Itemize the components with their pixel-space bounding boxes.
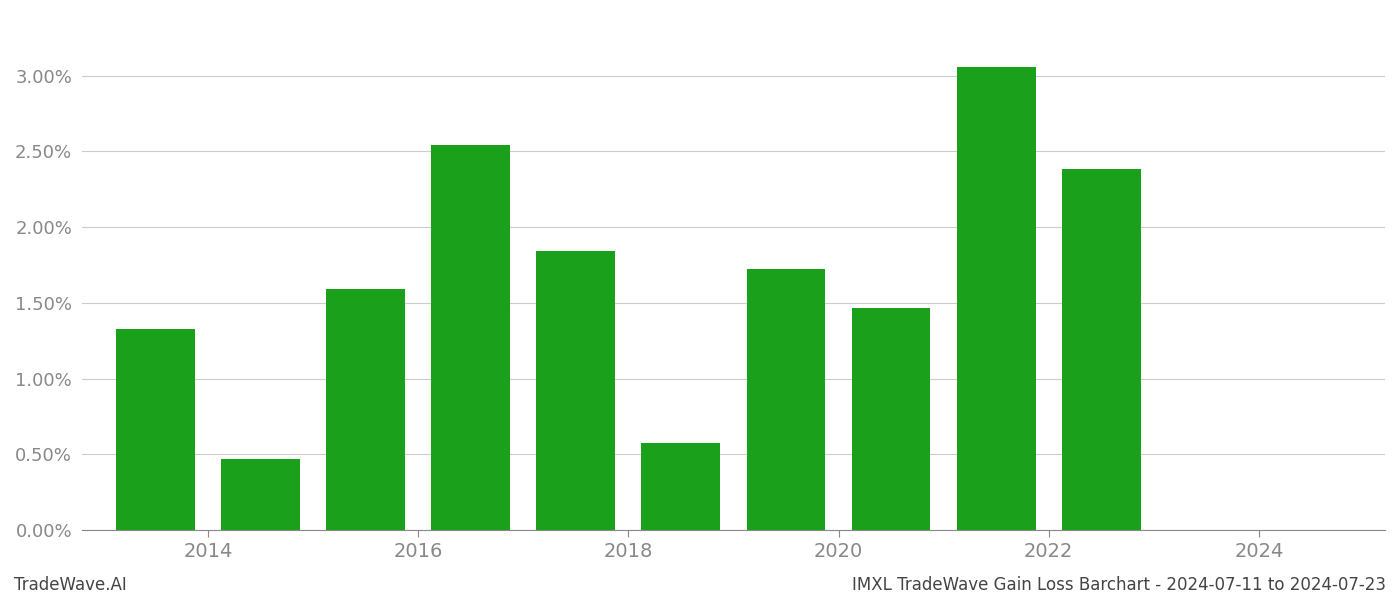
Bar xyxy=(1061,169,1141,530)
Bar xyxy=(641,443,720,530)
Text: TradeWave.AI: TradeWave.AI xyxy=(14,576,127,594)
Bar xyxy=(956,67,1036,530)
Bar xyxy=(746,269,826,530)
Bar xyxy=(431,145,510,530)
Bar xyxy=(536,251,615,530)
Bar xyxy=(326,289,405,530)
Bar xyxy=(116,329,195,530)
Text: IMXL TradeWave Gain Loss Barchart - 2024-07-11 to 2024-07-23: IMXL TradeWave Gain Loss Barchart - 2024… xyxy=(853,576,1386,594)
Bar xyxy=(851,308,931,530)
Bar xyxy=(221,459,300,530)
